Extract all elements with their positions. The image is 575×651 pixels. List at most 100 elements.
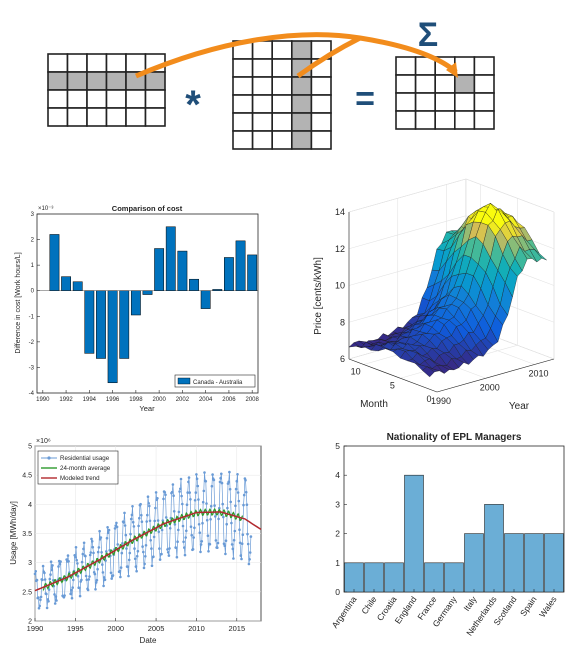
residential-point [37,606,41,610]
residential-point [240,557,243,561]
residential-point [191,548,195,551]
residential-point [163,491,167,494]
residential-point [173,523,177,526]
residential-point [70,596,74,600]
epl-bar [444,562,464,593]
x-tick-label: 1998 [129,397,143,403]
residential-point [181,524,185,528]
residential-point [202,489,206,493]
residential-point [128,551,132,555]
residential-point [148,504,151,508]
residential-point [177,510,181,514]
residential-point [143,562,146,566]
matrix-a-cell [66,53,88,73]
z-grid [348,178,555,213]
residential-point [144,544,148,547]
residential-point [120,551,124,555]
y-tick-label: 0 [31,289,35,295]
residential-point [216,546,219,549]
trend-line [34,511,262,592]
matrix-a-cell [47,71,69,91]
residential-point [218,506,221,510]
z-tick-label: 10 [335,281,345,291]
matrix-c-cell [395,74,417,94]
matrix-b-cell [290,112,313,132]
y-tick-label: 5 [390,380,395,390]
cost-bar [107,290,118,384]
epl-bar [344,562,364,593]
matrix-c-cell [434,74,456,94]
residential-point [240,542,244,545]
matrix-b-cell [310,94,332,114]
matrix-a-cell [144,107,166,127]
matrix-b-cell [271,112,293,132]
cost-bar [154,248,165,291]
x-tick-label: 2015 [228,624,245,633]
x-tick-label: 1990 [36,397,50,403]
residential-point [192,536,195,539]
residential-point [182,540,185,544]
residential-point [76,574,80,578]
residential-point [47,588,51,591]
residential-point [226,506,229,510]
residential-point [84,574,88,578]
residential-point [33,572,37,576]
residential-point [78,586,81,590]
residential-point [158,547,161,550]
residential-point [211,473,214,476]
x-tick-label: 1996 [106,397,120,403]
matrix-b-cell [251,112,274,132]
residential-point [232,538,236,542]
residential-point [115,521,118,525]
residential-point [48,577,52,581]
residential-point [160,552,163,556]
sigma-symbol: Σ [418,16,438,54]
residential-point [201,521,204,525]
residential-point [80,578,83,582]
matrix-c-cell [453,92,476,112]
residential-point [82,547,85,551]
residential-point [111,574,115,577]
residential-point [63,594,66,597]
residential-point [220,472,223,476]
residential-point [217,517,220,521]
residential-point [160,528,164,532]
matrix-a-cell [105,89,127,109]
y-tick-label: 5 [28,444,32,451]
residential-point [57,565,60,568]
residential-point [194,491,198,494]
residential-point [49,560,53,563]
residential-point [137,524,140,528]
residential-point [197,498,200,501]
residential-point [39,595,43,599]
legend-swatch [177,377,191,385]
residential-point [179,477,183,481]
residential-point [187,476,191,479]
residential-point [208,542,212,546]
matrix-c-cell [395,56,417,76]
residential-point [206,534,210,537]
residential-point [234,504,237,508]
residential-point [43,578,47,581]
residential-point [244,490,248,494]
x-tick-label: Argentina [330,594,359,630]
cost-bar [96,290,106,359]
residential-point [41,578,44,582]
residential-point [132,525,136,528]
y-tick-label: 10 [351,367,361,377]
matrix-b-cell [290,76,313,96]
residential-point [113,527,117,530]
residential-point [90,540,94,543]
residential-point [218,480,222,484]
residential-point [76,562,79,565]
y-tick-label: 0 [426,394,431,404]
residential-point [105,536,109,540]
usage-chart: 2 2.5 3 3.5 4 4.5 5 1990 1995 2000 2005 2010 2015 ×1… [9,438,262,645]
residential-point [224,552,227,556]
matrix-b-cell [271,58,293,78]
y-tick-label: 3.5 [22,531,32,538]
residential-point [146,495,150,499]
matrix-a-cell [125,89,147,109]
residential-point [204,480,208,483]
matrix-b-cell [271,76,293,96]
